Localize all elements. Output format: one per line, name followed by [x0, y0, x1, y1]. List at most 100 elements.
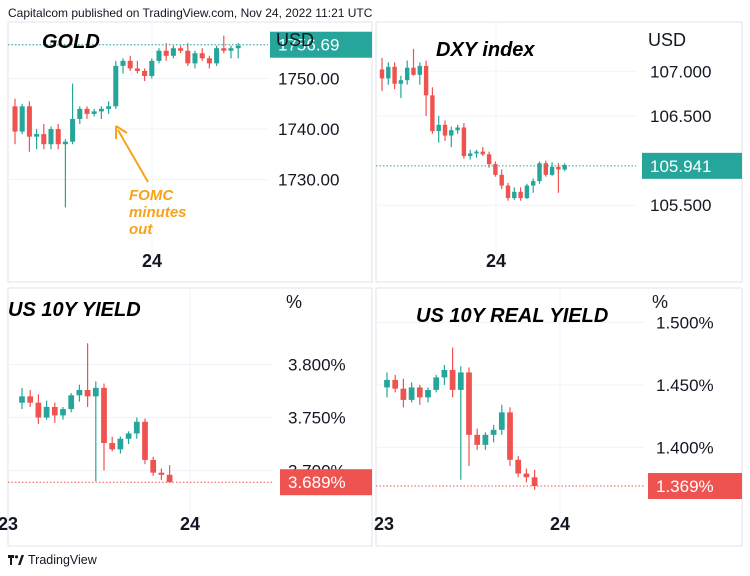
candle — [113, 60, 119, 109]
current-price-label: 105.941 — [650, 157, 711, 176]
candle-body — [62, 141, 68, 145]
candle-body — [35, 402, 42, 418]
candle — [34, 129, 40, 150]
candle-body — [455, 127, 460, 131]
candle — [556, 163, 561, 193]
candle-body — [518, 191, 523, 199]
candle-body — [398, 80, 404, 84]
candle — [41, 124, 47, 150]
candle-body — [436, 124, 441, 132]
candle-body — [12, 106, 18, 132]
us10y-yield-chart-panel: 3.700%3.750%3.800%3.689%%US 10Y YIELD242… — [0, 287, 373, 547]
chart-title: US 10Y YIELD — [8, 299, 141, 321]
annotation-text: FOMC — [129, 187, 174, 204]
candle — [19, 103, 25, 135]
candle-body — [474, 434, 481, 445]
candle-body — [498, 412, 505, 430]
candle-body — [499, 174, 504, 186]
candle — [467, 149, 473, 160]
candle — [392, 62, 397, 90]
candle — [449, 126, 454, 148]
candle-body — [117, 438, 124, 450]
candle-body — [384, 379, 390, 388]
candle — [214, 45, 220, 66]
current-price-label: 1756.69 — [278, 36, 339, 55]
candle-body — [68, 395, 75, 410]
candle-body — [537, 163, 542, 182]
current-price-label: 3.689% — [288, 473, 346, 492]
panel-border — [375, 21, 743, 283]
y-tick-label: 1740.00 — [278, 120, 339, 139]
candle — [166, 465, 173, 483]
candle — [120, 58, 126, 74]
candle — [562, 163, 567, 172]
candle-body — [482, 434, 489, 445]
candle-body — [505, 185, 511, 199]
candle — [68, 393, 75, 413]
candle — [404, 60, 410, 85]
candle — [490, 424, 497, 443]
candle — [430, 87, 435, 134]
candle-body — [170, 48, 176, 56]
candle-body — [467, 153, 473, 157]
candle — [134, 60, 140, 74]
candle-body — [98, 108, 104, 112]
annotation-arrow — [117, 129, 149, 183]
candle — [499, 169, 504, 190]
candle — [106, 101, 112, 114]
current-price-box — [280, 469, 372, 496]
candle — [133, 417, 140, 439]
candle — [549, 162, 555, 176]
candle-body — [392, 379, 399, 389]
candle-body — [76, 389, 83, 396]
candle-body — [543, 163, 549, 175]
candle — [149, 58, 155, 79]
candle-body — [156, 50, 162, 61]
candle-body — [221, 48, 227, 51]
candle — [442, 120, 448, 141]
y-tick-label: 1.450% — [656, 376, 714, 395]
candle-body — [60, 409, 66, 416]
candle — [457, 366, 464, 480]
candle — [524, 183, 530, 199]
unit-label: USD — [276, 30, 314, 50]
y-tick-label: 1750.00 — [278, 70, 339, 89]
candle-body — [449, 369, 456, 390]
candle-body — [417, 65, 423, 75]
y-tick-label: 1.400% — [656, 438, 714, 457]
candle-body — [228, 48, 234, 51]
candle — [109, 436, 116, 452]
candle-body — [19, 396, 25, 403]
tradingview-footer[interactable]: TradingView — [8, 553, 97, 567]
candle-body — [441, 369, 448, 378]
candle — [43, 400, 50, 420]
candle-body — [512, 191, 517, 199]
current-price-box — [270, 31, 372, 58]
candle — [433, 374, 440, 393]
candle — [185, 43, 191, 66]
arrow-head-icon — [115, 125, 128, 139]
candle — [117, 436, 124, 454]
candle — [543, 160, 549, 177]
y-tick-label: 107.000 — [650, 62, 711, 81]
candle — [84, 106, 90, 119]
candle — [398, 75, 404, 99]
y-tick-label: 3.800% — [288, 356, 346, 375]
candle — [461, 123, 467, 159]
current-price-box — [642, 152, 742, 179]
candle-body — [507, 412, 513, 460]
candle-body — [486, 154, 492, 165]
candle-body — [556, 166, 561, 170]
candle — [400, 378, 407, 408]
x-tick-label: 24 — [180, 514, 200, 534]
annotation-text: out — [129, 221, 153, 238]
candle-body — [41, 134, 47, 145]
candle-body — [178, 48, 184, 51]
x-tick-label: 24 — [142, 251, 162, 271]
candle-body — [109, 442, 116, 450]
candle — [486, 151, 492, 168]
candle-body — [149, 60, 155, 76]
candle-body — [127, 60, 133, 69]
